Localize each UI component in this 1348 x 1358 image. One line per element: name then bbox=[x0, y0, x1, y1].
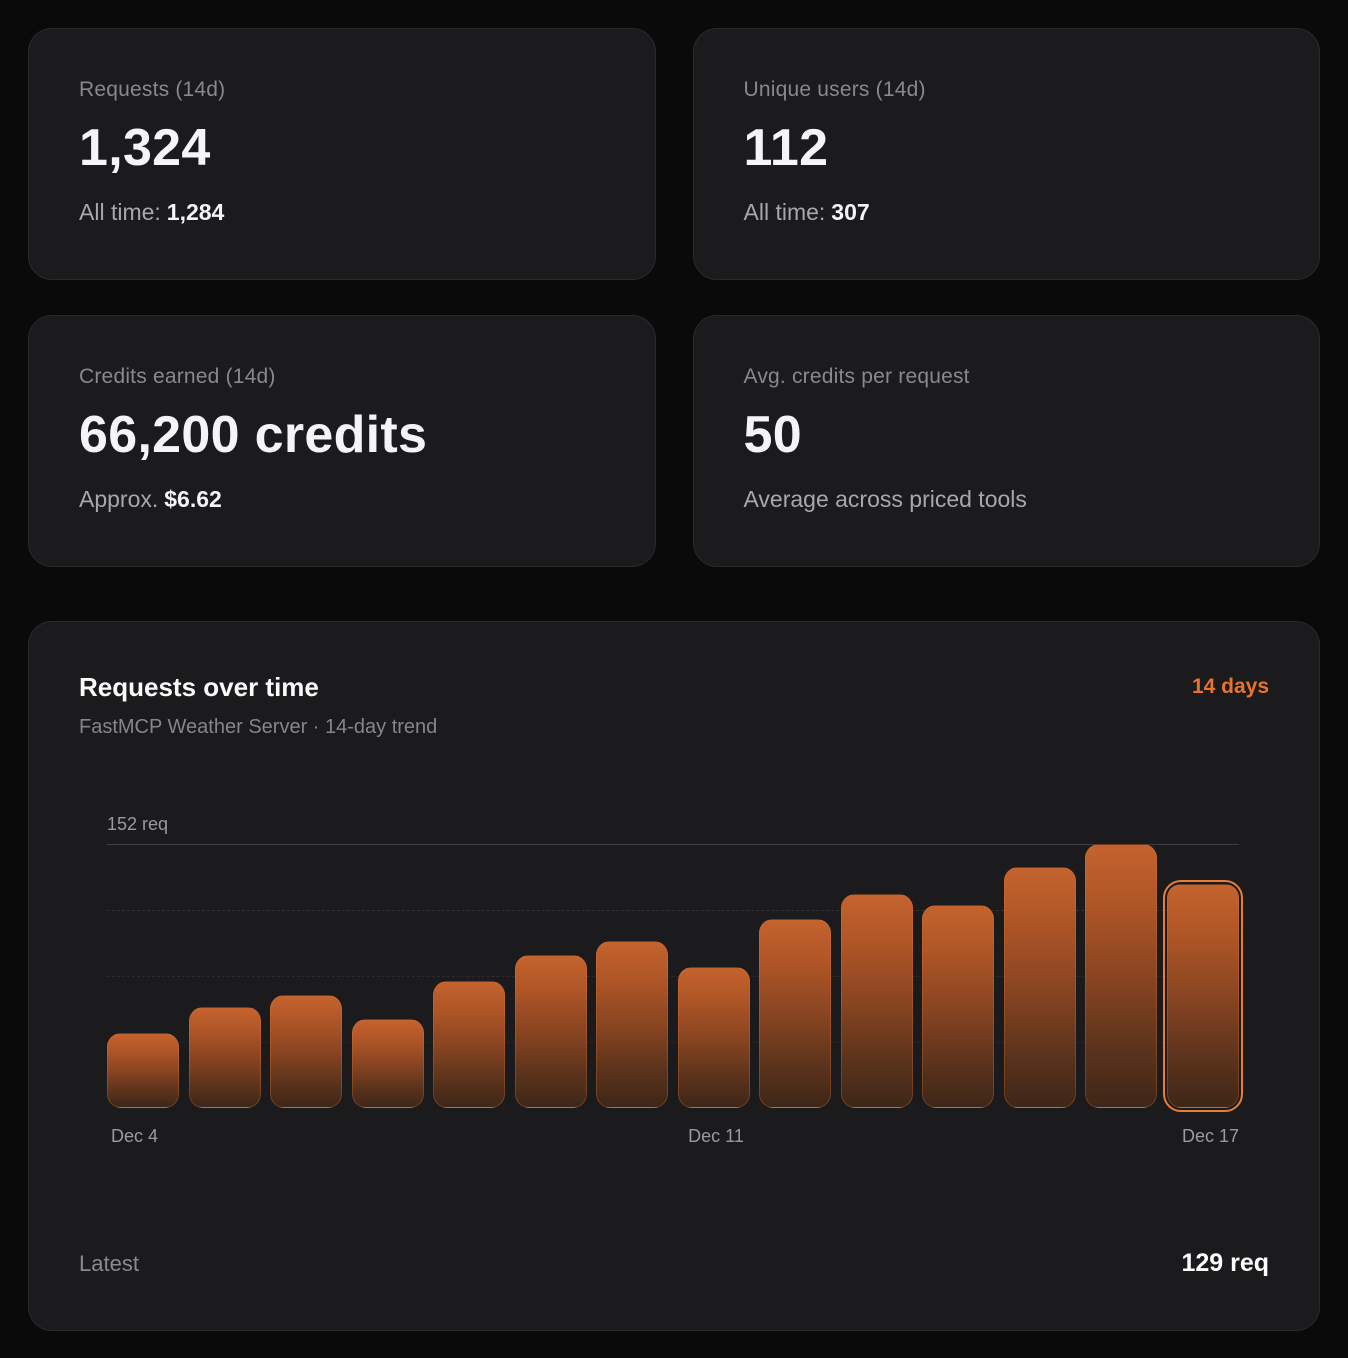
chart-header: Requests over time FastMCP Weather Serve… bbox=[79, 670, 1269, 740]
x-axis-label-dec-11: Dec 11 bbox=[688, 1126, 744, 1146]
x-axis-label-dec-17: Dec 17 bbox=[1181, 1126, 1239, 1146]
stats-grid: Requests (14d) 1,324 All time: 1,284 Uniq… bbox=[28, 28, 1320, 567]
chart-bar-dec-6[interactable] bbox=[270, 995, 343, 1108]
gridline-25pct bbox=[107, 1042, 1239, 1043]
stat-subtext: All time: 1,284 bbox=[79, 197, 605, 227]
x-axis-label-dec-4: Dec 4 bbox=[111, 1126, 159, 1146]
stat-card-requests: Requests (14d) 1,324 All time: 1,284 bbox=[28, 28, 656, 280]
chart-bars bbox=[107, 844, 1243, 1113]
stat-label: Credits earned (14d) bbox=[79, 365, 276, 388]
chart-bar-dec-14[interactable] bbox=[922, 904, 995, 1108]
stat-sub-label: All time: bbox=[79, 199, 161, 225]
stat-sub-value: $6.62 bbox=[164, 486, 222, 512]
y-axis-max-label: 152 req bbox=[107, 814, 169, 834]
latest-label: Latest bbox=[79, 1251, 139, 1276]
stat-value: 50 bbox=[743, 406, 802, 464]
chart-bar-dec-10[interactable] bbox=[596, 941, 669, 1108]
stat-subtext: Average across priced tools bbox=[744, 484, 1270, 514]
requests-over-time-card: Requests over time FastMCP Weather Serve… bbox=[28, 621, 1320, 1331]
stat-label: Avg. credits per request bbox=[743, 365, 970, 388]
gridline-top bbox=[107, 844, 1239, 845]
chart-footer: Latest 129 req bbox=[79, 1246, 1269, 1281]
gridline-50pct bbox=[107, 976, 1239, 977]
stat-subtext: Approx. $6.62 bbox=[79, 484, 605, 514]
x-axis: Dec 4 Dec 11 Dec 17 bbox=[107, 1124, 1239, 1148]
stat-sub-value: 307 bbox=[831, 199, 870, 225]
stat-label: Unique users (14d) bbox=[743, 78, 926, 101]
chart-title: Requests over time bbox=[79, 672, 319, 702]
stat-subtext: All time: 307 bbox=[744, 197, 1270, 227]
stat-sub-label: Average across priced tools bbox=[743, 486, 1027, 512]
chart-bar-dec-13[interactable] bbox=[840, 894, 913, 1108]
stat-value: 1,324 bbox=[79, 119, 211, 177]
chart-bar-dec-12[interactable] bbox=[759, 918, 832, 1108]
chart-bar-dec-7[interactable] bbox=[351, 1019, 424, 1108]
stat-sub-value: 1,284 bbox=[166, 199, 225, 225]
stat-card-avg-credits: Avg. credits per request 50 Average acro… bbox=[692, 315, 1320, 567]
chart-bar-dec-5[interactable] bbox=[188, 1007, 261, 1108]
stat-card-unique-users: Unique users (14d) 112 All time: 307 bbox=[692, 28, 1320, 280]
latest-value: 129 req bbox=[1181, 1249, 1269, 1277]
chart-bar-dec-15[interactable] bbox=[1003, 866, 1076, 1108]
chart-bar-dec-4[interactable] bbox=[107, 1033, 179, 1108]
stat-label: Requests (14d) bbox=[79, 78, 226, 101]
chart-bar-dec-8[interactable] bbox=[433, 981, 506, 1108]
stat-card-credits-earned: Credits earned (14d) 66,200 credits Appr… bbox=[28, 315, 656, 567]
stat-sub-label: Approx. bbox=[79, 486, 159, 512]
chart-bar-dec-9[interactable] bbox=[514, 955, 587, 1108]
stat-value: 112 bbox=[743, 119, 829, 177]
chart-plot-area bbox=[107, 844, 1243, 1113]
gridline-75pct bbox=[107, 910, 1239, 911]
chart-subtitle: FastMCP Weather Server · 14-day trend bbox=[79, 716, 438, 738]
chart-bar-dec-17[interactable] bbox=[1162, 879, 1243, 1113]
stat-value: 66,200 credits bbox=[79, 406, 428, 464]
chart-bar-dec-11[interactable] bbox=[677, 967, 750, 1108]
chart-bar-dec-16[interactable] bbox=[1085, 844, 1158, 1108]
stat-sub-label: All time: bbox=[743, 199, 826, 225]
range-badge-14-days[interactable]: 14 days bbox=[1192, 670, 1269, 704]
